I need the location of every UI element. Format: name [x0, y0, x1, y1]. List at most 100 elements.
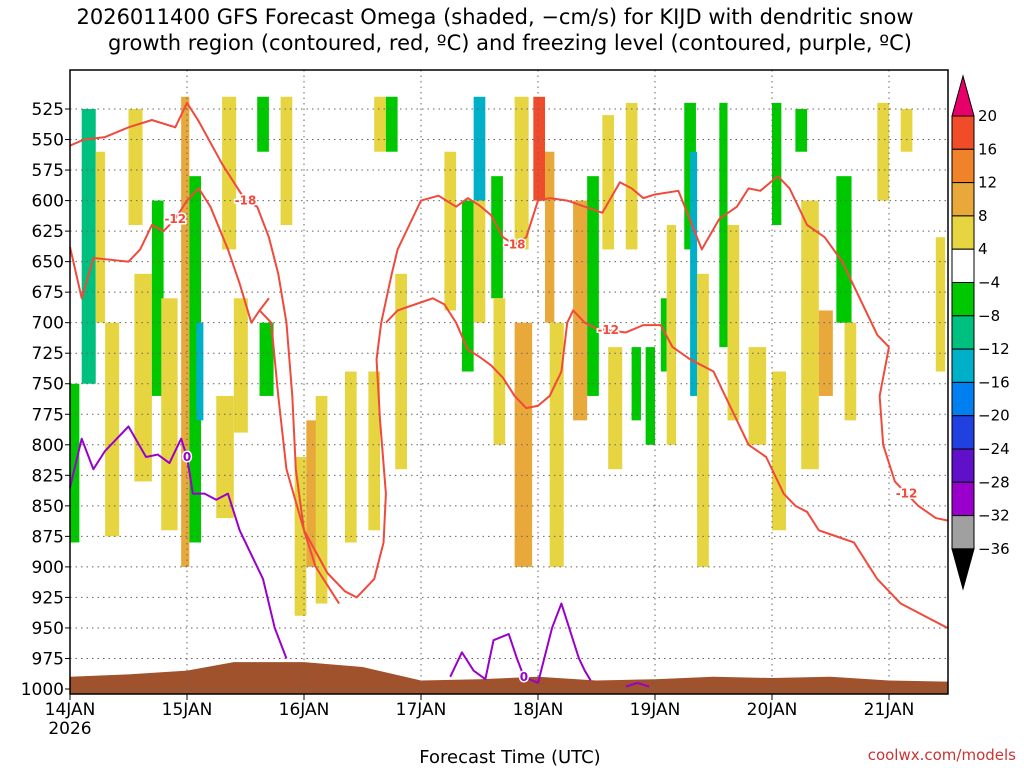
omega-cell — [631, 347, 641, 421]
colorbar-bin — [951, 315, 975, 350]
colorbar-top-arrow — [951, 74, 975, 117]
y-tick-label: 600 — [32, 192, 64, 212]
omega-cell — [395, 273, 407, 470]
y-tick-label: 650 — [32, 253, 64, 273]
omega-cell — [836, 176, 852, 323]
dendritic-contour — [69, 101, 340, 605]
omega-cell — [625, 102, 638, 250]
grid-lines — [70, 70, 948, 694]
omega-cell — [602, 115, 615, 250]
omega-cell — [514, 96, 529, 250]
plot-frame — [69, 69, 949, 695]
colorbar-label: −4 — [978, 274, 1000, 292]
dendritic-contour-label: -18 — [235, 194, 257, 208]
omega-shading — [70, 96, 946, 616]
omega-cell — [151, 200, 164, 396]
colorbar-label: 12 — [978, 174, 997, 192]
colorbar-bin — [951, 448, 975, 483]
terrain-fill — [70, 662, 948, 694]
omega-cell — [461, 200, 474, 372]
freezing-contour-label: 0 — [520, 670, 528, 684]
dendritic-contour-label: -12 — [896, 487, 918, 501]
omega-cell — [573, 200, 588, 421]
dendritic-contour — [258, 175, 890, 599]
omega-cell — [844, 322, 857, 421]
y-tick-label: 975 — [32, 649, 64, 669]
y-tick-label: 725 — [32, 344, 64, 364]
omega-cell — [105, 322, 120, 537]
omega-cell — [216, 395, 234, 519]
omega-cell — [549, 322, 564, 567]
colorbar-label: −36 — [978, 540, 1010, 558]
chart-title-line2: growth region (contoured, red, ºC) and f… — [108, 31, 912, 55]
credit-text[interactable]: coolwx.com/models — [868, 746, 1016, 764]
y-tick-label: 875 — [32, 527, 64, 547]
y-tick-label: 550 — [32, 131, 64, 151]
y-tick-label: 575 — [32, 161, 64, 181]
omega-cell — [877, 102, 889, 201]
y-tick-label: 1000 — [21, 680, 64, 700]
omega-cell — [95, 151, 106, 323]
colorbar-label: −24 — [978, 440, 1010, 458]
dendritic-contour-label: -12 — [164, 212, 186, 226]
omega-cell — [70, 383, 80, 543]
omega-cell — [374, 96, 386, 152]
omega-cell — [935, 237, 946, 372]
omega-cell — [608, 347, 623, 470]
colorbar-label: 8 — [978, 207, 988, 225]
omega-cell — [493, 298, 506, 445]
dendritic-contour — [878, 346, 948, 522]
y-tick-label: 900 — [32, 558, 64, 578]
omega-cell — [801, 200, 819, 470]
colorbar-label: −28 — [978, 473, 1010, 491]
omega-cell — [473, 96, 486, 201]
omega-cell — [900, 109, 913, 152]
y-tick-label: 800 — [32, 436, 64, 456]
x-tick-label: 17JAN — [396, 700, 447, 720]
omega-cell — [344, 371, 357, 543]
colorbar-label: 20 — [978, 107, 997, 125]
omega-cell — [257, 96, 269, 152]
colorbar-label: 16 — [978, 140, 997, 158]
omega-cell — [795, 109, 808, 152]
omega-cell — [587, 176, 599, 396]
omega-cell — [818, 310, 833, 396]
y-tick-label: 775 — [32, 405, 64, 425]
y-tick-label: 700 — [32, 314, 64, 334]
dendritic-contour-label: -18 — [504, 238, 526, 252]
colorbar-bottom-arrow — [951, 548, 975, 591]
dendritic-contour — [69, 187, 270, 324]
omega-cell — [134, 273, 152, 482]
contour-lines: -18 -12 -18 -12 -12 0 0 — [69, 101, 948, 688]
omega-cell — [233, 298, 248, 433]
x-tick-label: 15JAN — [162, 700, 213, 720]
freezing-contour-label: 0 — [183, 450, 191, 464]
colorbar-bin — [951, 415, 975, 450]
colorbar-label: 4 — [978, 240, 988, 258]
y-tick-label: 525 — [32, 100, 64, 120]
x-tick-label: 14JAN — [45, 700, 96, 720]
y-tick-label: 850 — [32, 497, 64, 517]
omega-cell — [473, 200, 486, 323]
colorbar-bin — [951, 515, 975, 550]
omega-cell — [748, 347, 767, 445]
terrain-surface — [70, 662, 948, 694]
colorbar-label: −20 — [978, 407, 1010, 425]
colorbar-bin — [951, 282, 975, 317]
omega-cell — [727, 225, 740, 421]
x-tick-label: 19JAN — [630, 700, 681, 720]
x-axis-label: Forecast Time (UTC) — [419, 747, 600, 768]
omega-cell — [368, 371, 381, 531]
colorbar-bin — [951, 115, 975, 150]
dendritic-contour — [385, 297, 948, 629]
omega-cell — [128, 109, 143, 225]
omega-cell — [690, 151, 698, 396]
x-tick-sublabel: 2026 — [48, 719, 91, 739]
omega-cell — [514, 322, 533, 567]
colorbar-label: −32 — [978, 507, 1010, 525]
y-axis-ticks: 525 550 575 600 625 650 675 700 725 750 775 800 825 8… — [21, 100, 70, 700]
omega-cell — [533, 96, 546, 201]
omega-cell — [306, 420, 319, 567]
colorbar-label: −12 — [978, 340, 1010, 358]
omega-cell — [660, 298, 667, 372]
